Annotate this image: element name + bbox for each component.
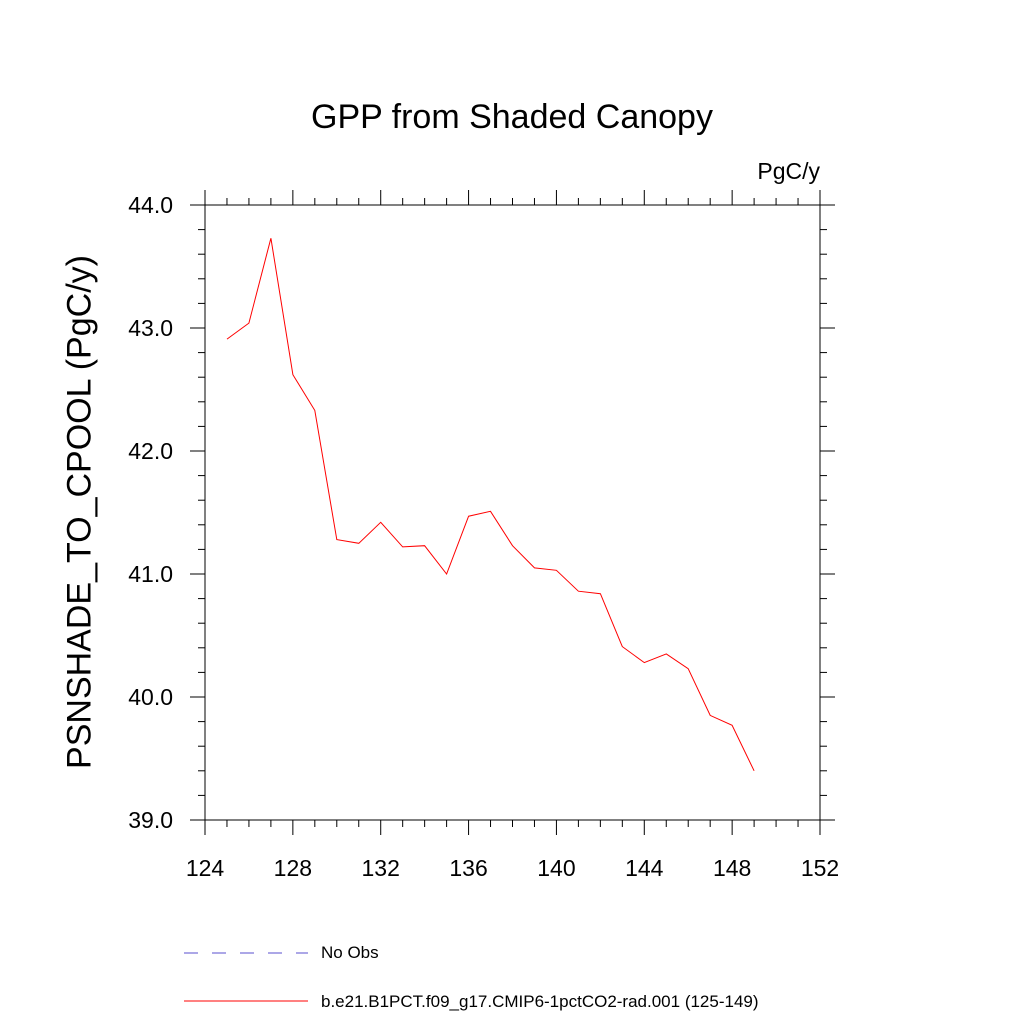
y-tick-label: 41.0 (128, 561, 173, 587)
series-line (226, 238, 755, 772)
legend-label-obs: No Obs (321, 943, 379, 962)
y-tick-label: 40.0 (128, 684, 173, 710)
x-tick-label: 132 (362, 855, 400, 881)
x-tick-label: 124 (186, 855, 225, 881)
plot-frame (204, 204, 821, 821)
x-tick-label: 128 (274, 855, 312, 881)
x-tick-label: 152 (801, 855, 839, 881)
y-tick-label: 43.0 (128, 315, 173, 341)
units-label: PgC/y (757, 158, 820, 184)
x-tick-label: 140 (537, 855, 575, 881)
y-tick-label: 42.0 (128, 438, 173, 464)
x-tick-label: 136 (449, 855, 487, 881)
chart-title: GPP from Shaded Canopy (311, 98, 713, 136)
x-tick-label: 148 (713, 855, 751, 881)
y-tick-label: 39.0 (128, 807, 173, 833)
x-tick-label: 144 (625, 855, 664, 881)
y-tick-label: 44.0 (128, 192, 173, 218)
legend-label-model: b.e21.B1PCT.f09_g17.CMIP6-1pctCO2-rad.00… (321, 992, 759, 1011)
